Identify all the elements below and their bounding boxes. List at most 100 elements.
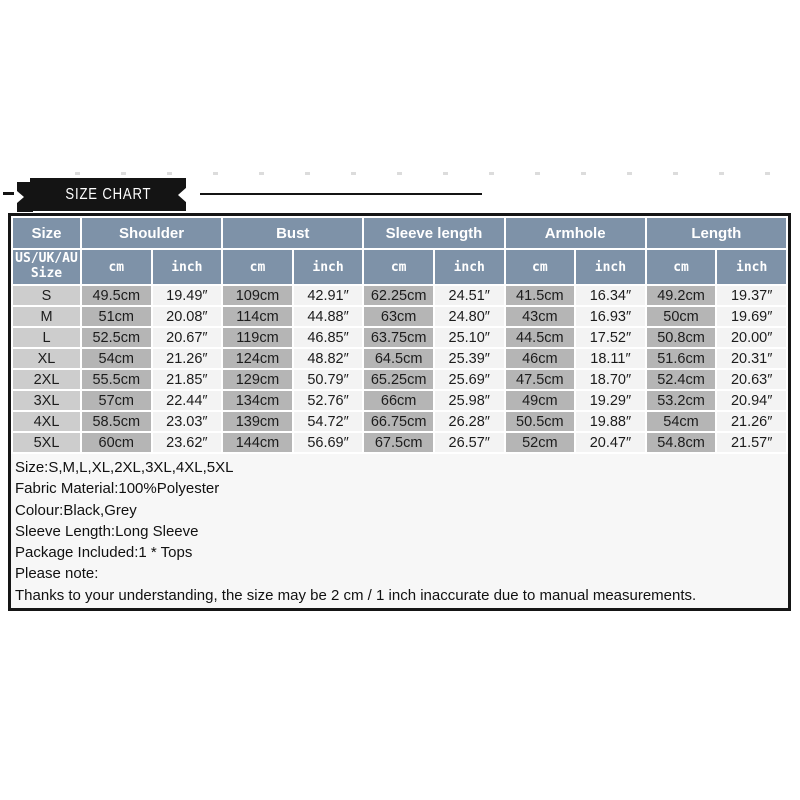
table-cell: 62.25cm: [362, 284, 435, 307]
unit-header-inch: inch: [432, 248, 506, 286]
note-sleeve-length: Sleeve Length:Long Sleeve: [15, 522, 199, 540]
table-cell: 63.75cm: [362, 326, 435, 349]
table-cell: 20.08″: [150, 305, 224, 328]
table-cell: 20.94″: [715, 389, 788, 412]
table-cell: 53.2cm: [644, 389, 718, 412]
size-table: Size Shoulder Bust Sleeve length Armhole…: [11, 216, 789, 454]
size-label-cell: M: [11, 305, 82, 328]
table-cell: 16.34″: [574, 284, 647, 307]
table-cell: 24.51″: [432, 284, 506, 307]
size-label-cell: L: [11, 326, 82, 349]
subheader-line1: US/UK/AU: [15, 251, 78, 267]
unit-header-inch: inch: [574, 248, 647, 286]
table-cell: 20.63″: [715, 368, 788, 391]
table-cell: 58.5cm: [79, 410, 153, 433]
table-cell: 60cm: [79, 431, 153, 454]
unit-header-inch: inch: [291, 248, 365, 286]
note-size-range: Size:S,M,L,XL,2XL,3XL,4XL,5XL: [15, 459, 234, 476]
table-cell: 65.25cm: [362, 368, 435, 391]
table-row-4xl: 4XL 58.5cm 23.03″ 139cm 54.72″ 66.75cm 2…: [11, 410, 788, 433]
subheader-size-standard: US/UK/AU Size: [11, 248, 82, 286]
table-cell: 25.39″: [432, 347, 506, 370]
table-cell: 63cm: [362, 305, 435, 328]
table-cell: 26.57″: [432, 431, 506, 454]
table-cell: 57cm: [79, 389, 153, 412]
table-header-row: Size Shoulder Bust Sleeve length Armhole…: [11, 216, 789, 250]
note-disclaimer: Thanks to your understanding, the size m…: [15, 586, 697, 604]
unit-header-inch: inch: [150, 248, 224, 286]
table-cell: 52.4cm: [644, 368, 718, 391]
table-cell: 66.75cm: [362, 410, 435, 433]
table-cell: 139cm: [221, 410, 294, 433]
table-cell: 20.47″: [574, 431, 647, 454]
column-header-armhole: Armhole: [503, 216, 647, 250]
table-cell: 46cm: [503, 347, 577, 370]
table-cell: 46.85″: [291, 326, 365, 349]
size-label-cell: 3XL: [11, 389, 82, 412]
column-header-shoulder: Shoulder: [79, 216, 224, 250]
left-dash-line: [3, 192, 14, 195]
subheader-line2: Size: [30, 266, 63, 281]
table-cell: 129cm: [221, 368, 294, 391]
table-cell: 21.85″: [150, 368, 224, 391]
unit-header-cm: cm: [644, 248, 718, 286]
table-cell: 18.70″: [574, 368, 647, 391]
table-cell: 20.67″: [150, 326, 224, 349]
table-cell: 23.62″: [150, 431, 224, 454]
size-label-cell: S: [11, 284, 82, 307]
table-cell: 19.49″: [150, 284, 224, 307]
horizontal-rule: [200, 193, 482, 195]
table-row-xl: XL 54cm 21.26″ 124cm 48.82″ 64.5cm 25.39…: [11, 347, 788, 370]
table-cell: 21.57″: [715, 431, 788, 454]
page-title: SIZE CHART: [65, 185, 151, 203]
column-header-length: Length: [644, 216, 789, 250]
table-cell: 47.5cm: [503, 368, 577, 391]
table-cell: 52.5cm: [79, 326, 153, 349]
table-cell: 25.69″: [432, 368, 506, 391]
table-cell: 67.5cm: [362, 431, 435, 454]
table-cell: 19.29″: [574, 389, 647, 412]
size-label-cell: 5XL: [11, 431, 82, 454]
table-cell: 51cm: [79, 305, 153, 328]
dotted-divider: [75, 172, 790, 175]
table-cell: 51.6cm: [644, 347, 718, 370]
unit-header-cm: cm: [362, 248, 435, 286]
table-row-s: S 49.5cm 19.49″ 109cm 42.91″ 62.25cm 24.…: [11, 284, 788, 307]
table-cell: 19.37″: [715, 284, 788, 307]
column-header-size: Size: [11, 216, 82, 250]
unit-header-cm: cm: [221, 248, 294, 286]
table-cell: 22.44″: [150, 389, 224, 412]
table-cell: 54cm: [79, 347, 153, 370]
table-cell: 43cm: [503, 305, 577, 328]
table-cell: 25.98″: [432, 389, 506, 412]
table-cell: 24.80″: [432, 305, 506, 328]
table-cell: 16.93″: [574, 305, 647, 328]
column-header-sleeve-length: Sleeve length: [362, 216, 506, 250]
table-cell: 26.28″: [432, 410, 506, 433]
table-cell: 55.5cm: [79, 368, 153, 391]
table-cell: 54.72″: [291, 410, 365, 433]
chart-frame: Size Shoulder Bust Sleeve length Armhole…: [8, 213, 791, 611]
table-cell: 124cm: [221, 347, 294, 370]
table-cell: 44.88″: [291, 305, 365, 328]
table-cell: 66cm: [362, 389, 435, 412]
table-cell: 50cm: [644, 305, 718, 328]
table-cell: 21.26″: [150, 347, 224, 370]
table-cell: 54.8cm: [644, 431, 718, 454]
table-cell: 56.69″: [291, 431, 365, 454]
table-cell: 49.2cm: [644, 284, 718, 307]
table-cell: 17.52″: [574, 326, 647, 349]
note-fabric-material: Fabric Material:100%Polyester: [15, 480, 220, 498]
table-cell: 19.69″: [715, 305, 788, 328]
unit-header-cm: cm: [503, 248, 577, 286]
table-cell: 18.11″: [574, 347, 647, 370]
table-cell: 23.03″: [150, 410, 224, 433]
size-label-cell: 2XL: [11, 368, 82, 391]
product-notes: Size:S,M,L,XL,2XL,3XL,4XL,5XL Fabric Mat…: [11, 454, 788, 606]
table-cell: 144cm: [221, 431, 294, 454]
table-unit-row: US/UK/AU Size cm inch cm inch cm inch cm…: [11, 248, 788, 286]
table-cell: 48.82″: [291, 347, 365, 370]
table-cell: 49cm: [503, 389, 577, 412]
banner-row: SIZE CHART: [0, 168, 800, 214]
